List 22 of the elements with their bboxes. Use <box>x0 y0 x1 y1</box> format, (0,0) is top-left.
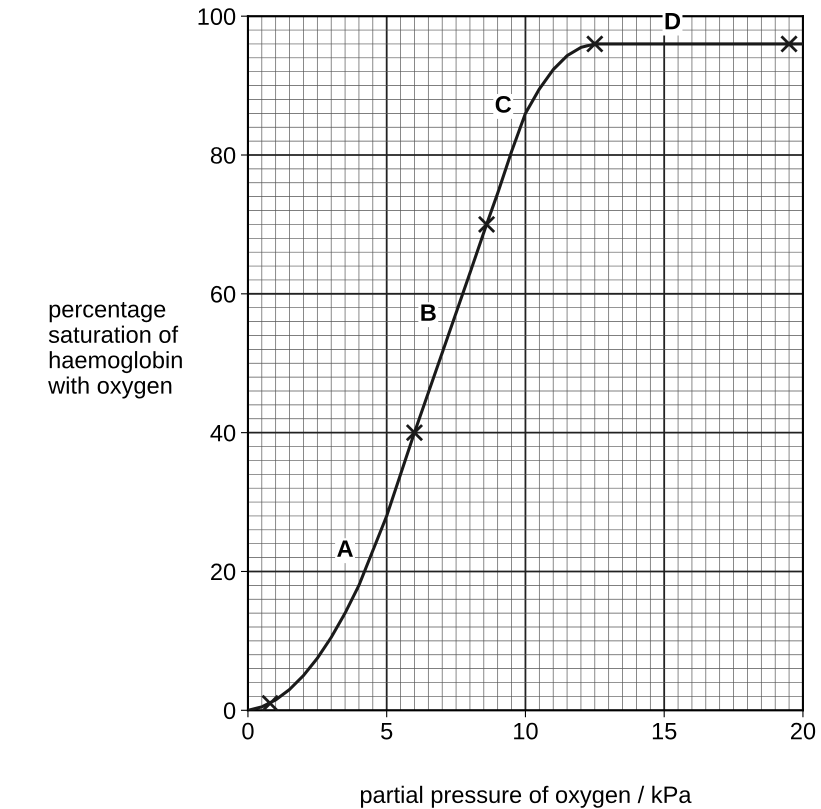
annotation: D <box>666 12 680 30</box>
point <box>405 424 424 442</box>
annotation: B <box>421 304 436 321</box>
y-tick-label: 40 <box>210 424 236 442</box>
y-tick-label: 20 <box>211 564 236 580</box>
point <box>478 215 496 234</box>
y-axis-title: percentage saturation of haemoglobin with oxygen <box>48 302 182 399</box>
point <box>586 34 604 53</box>
x-tick-label: 5 <box>381 722 392 740</box>
y-tick-label: 80 <box>210 147 236 164</box>
point <box>780 34 798 53</box>
x-tick-label: 10 <box>514 722 538 740</box>
x-tick-label: 0 <box>242 722 254 740</box>
x-axis-title: partial pressure of oxygen / kPa <box>360 786 692 808</box>
annotation: C <box>496 96 512 113</box>
x-tick-label: 15 <box>652 722 676 740</box>
y-tick-label: 60 <box>211 286 236 303</box>
annotation: A <box>337 540 353 557</box>
point <box>261 694 280 710</box>
y-tick-label: 0 <box>224 702 236 720</box>
y-tick-label: 100 <box>198 8 236 25</box>
x-tick-label: 20 <box>790 722 816 740</box>
